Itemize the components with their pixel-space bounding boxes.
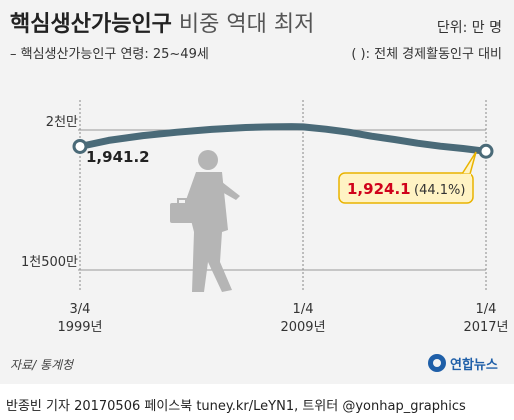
footer-credit: 반종빈 기자 20170506 페이스북 tuney.kr/LeYN1, 트위터…	[6, 399, 466, 414]
data-point-end	[478, 143, 494, 159]
data-label-end-share: (44.1%)	[414, 183, 465, 198]
title-main: 핵심생산가능인구	[10, 12, 172, 37]
legend-note: ( ): 전체 경제활동인구 대비	[351, 47, 502, 62]
page-title: 핵심생산가능인구 비중 역대 최저	[10, 6, 314, 38]
line-chart: 2천만 1천500만 3/4 1999년 1/4 2009년 1/4 2017년 1,941.2…	[21, 100, 509, 335]
x-tick-label-bottom-1: 2009년	[280, 320, 325, 335]
x-tick-label-top-2: 1/4	[476, 302, 497, 317]
logo-text: 연합뉴스	[450, 358, 498, 373]
data-point-start	[72, 138, 88, 154]
y-tick-label-0: 2천만	[46, 115, 78, 130]
callout-pointer	[460, 151, 477, 175]
callout-pointer-mask	[461, 173, 471, 177]
x-tick-label-bottom-0: 1999년	[57, 320, 102, 335]
series-line	[76, 123, 490, 155]
title-sub: 비중 역대 최저	[178, 12, 315, 37]
source-label: 자료/ 통계청	[10, 358, 74, 372]
callout-box	[338, 172, 474, 204]
yonhap-logo: 연합뉴스	[428, 352, 508, 374]
walking-man-icon	[170, 150, 240, 292]
data-label-start: 1,941.2	[86, 148, 150, 166]
logo-icon	[428, 354, 446, 372]
unit-label: 단위: 만 명	[436, 20, 502, 36]
y-tick-label-1: 1천500만	[21, 255, 78, 270]
x-tick-label-top-1: 1/4	[293, 302, 314, 317]
chart-card: 핵심생산가능인구 비중 역대 최저 단위: 만 명 – 핵심생산가능인구 연령:…	[0, 0, 514, 384]
x-tick-label-bottom-2: 2017년	[463, 320, 508, 335]
legend-age-range: – 핵심생산가능인구 연령: 25~49세	[10, 47, 209, 62]
data-label-end: 1,924.1	[347, 180, 411, 198]
x-tick-label-top-0: 3/4	[70, 302, 91, 317]
